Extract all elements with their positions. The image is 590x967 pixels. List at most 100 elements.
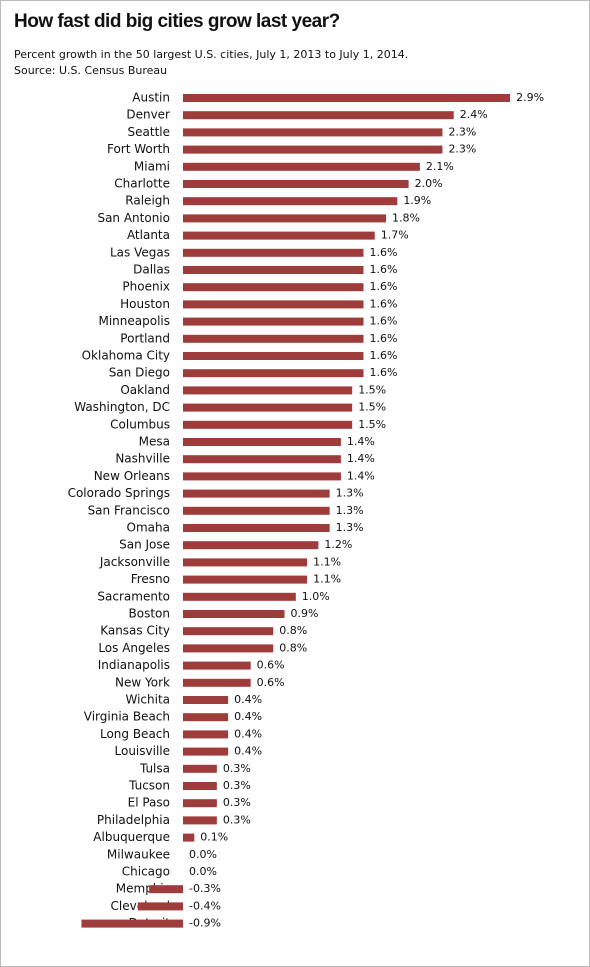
bar — [183, 231, 375, 240]
category-label: El Paso — [128, 796, 170, 810]
bar — [183, 403, 353, 412]
category-label: Colorado Springs — [68, 486, 170, 500]
bar — [183, 472, 341, 481]
bar — [183, 438, 341, 446]
category-label: Charlotte — [114, 177, 170, 191]
category-label: Atlanta — [127, 228, 170, 242]
value-label: 1.0% — [302, 590, 330, 603]
bar — [183, 266, 364, 274]
category-label: Austin — [132, 91, 170, 105]
bar — [137, 902, 183, 911]
category-label: Portland — [120, 331, 170, 345]
value-label: 1.6% — [369, 366, 397, 379]
value-label: 1.4% — [347, 452, 375, 465]
value-label: 2.1% — [426, 160, 454, 173]
bar — [183, 317, 364, 326]
category-label: Miami — [134, 159, 170, 173]
bar — [183, 678, 251, 687]
category-label: Fresno — [131, 572, 170, 586]
category-label: Louisville — [115, 744, 171, 758]
bar — [183, 420, 353, 429]
value-label: 1.3% — [336, 487, 364, 500]
bar — [183, 506, 330, 515]
value-label: 0.1% — [200, 831, 228, 844]
value-label: 1.8% — [392, 211, 420, 224]
value-label: 1.1% — [313, 555, 341, 568]
bar — [183, 541, 319, 550]
bar — [183, 352, 364, 360]
category-label: Mesa — [139, 435, 170, 449]
value-label: 0.6% — [257, 659, 285, 672]
category-label: San Diego — [109, 366, 170, 380]
bar — [183, 455, 341, 464]
value-label: 1.9% — [403, 194, 431, 207]
bar — [183, 369, 364, 378]
value-label: 0.3% — [223, 779, 251, 792]
bar — [183, 747, 229, 756]
chart-subtitle: Percent growth in the 50 largest U.S. ci… — [14, 48, 408, 61]
value-label: 1.7% — [381, 229, 409, 242]
category-label: Jacksonville — [99, 555, 170, 569]
value-label: 0.4% — [234, 727, 262, 740]
value-label: 2.3% — [448, 125, 476, 138]
bar — [149, 885, 183, 894]
bar — [183, 575, 308, 584]
value-label: 0.3% — [223, 796, 251, 809]
category-label: Chicago — [122, 865, 170, 879]
bar — [183, 386, 353, 395]
value-label: 0.4% — [234, 745, 262, 758]
value-label: 1.5% — [358, 418, 386, 431]
category-label: Long Beach — [100, 727, 170, 741]
category-label: Nashville — [115, 452, 170, 466]
bar — [183, 162, 420, 171]
category-label: Omaha — [127, 521, 170, 535]
value-label: -0.4% — [189, 899, 221, 912]
category-label: Boston — [129, 607, 170, 621]
category-label: Washington, DC — [74, 400, 170, 414]
value-label: 1.5% — [358, 383, 386, 396]
category-label: Kansas City — [100, 624, 170, 638]
category-label: Fort Worth — [107, 142, 170, 156]
bar — [183, 524, 330, 532]
category-label: Albuquerque — [93, 830, 170, 844]
bar — [183, 180, 409, 188]
category-label: Minneapolis — [98, 314, 170, 328]
category-label: Raleigh — [125, 194, 170, 208]
category-label: Oklahoma City — [82, 349, 170, 363]
bar — [183, 592, 296, 601]
category-label: Columbus — [110, 417, 170, 431]
category-label: Virginia Beach — [84, 710, 170, 724]
bar — [183, 833, 195, 842]
value-label: 1.5% — [358, 401, 386, 414]
value-label: 0.8% — [279, 624, 307, 637]
category-label: Milwaukee — [107, 847, 170, 861]
value-label: 2.0% — [415, 177, 443, 190]
value-label: 1.6% — [369, 263, 397, 276]
bar — [81, 919, 183, 928]
category-label: San Jose — [119, 538, 170, 552]
category-label: Los Angeles — [98, 641, 170, 655]
bar — [183, 197, 398, 206]
value-label: -0.3% — [189, 882, 221, 895]
value-label: 1.3% — [336, 521, 364, 534]
bar — [183, 94, 511, 102]
bar — [183, 696, 229, 704]
value-label: 0.4% — [234, 693, 262, 706]
category-label: Dallas — [133, 263, 170, 277]
bar — [183, 489, 330, 498]
bar — [183, 128, 443, 137]
category-label: Phoenix — [122, 280, 170, 294]
category-label: Wichita — [125, 693, 170, 707]
value-label: 1.3% — [336, 504, 364, 517]
value-label: 0.8% — [279, 641, 307, 654]
value-label: 1.6% — [369, 246, 397, 259]
value-label: 0.0% — [189, 865, 217, 878]
bar — [183, 283, 364, 292]
value-label: 0.4% — [234, 710, 262, 723]
bar — [183, 610, 285, 618]
category-label: Houston — [120, 297, 170, 311]
value-label: 1.2% — [324, 538, 352, 551]
value-label: 0.9% — [291, 607, 319, 620]
value-label: 2.4% — [460, 108, 488, 121]
